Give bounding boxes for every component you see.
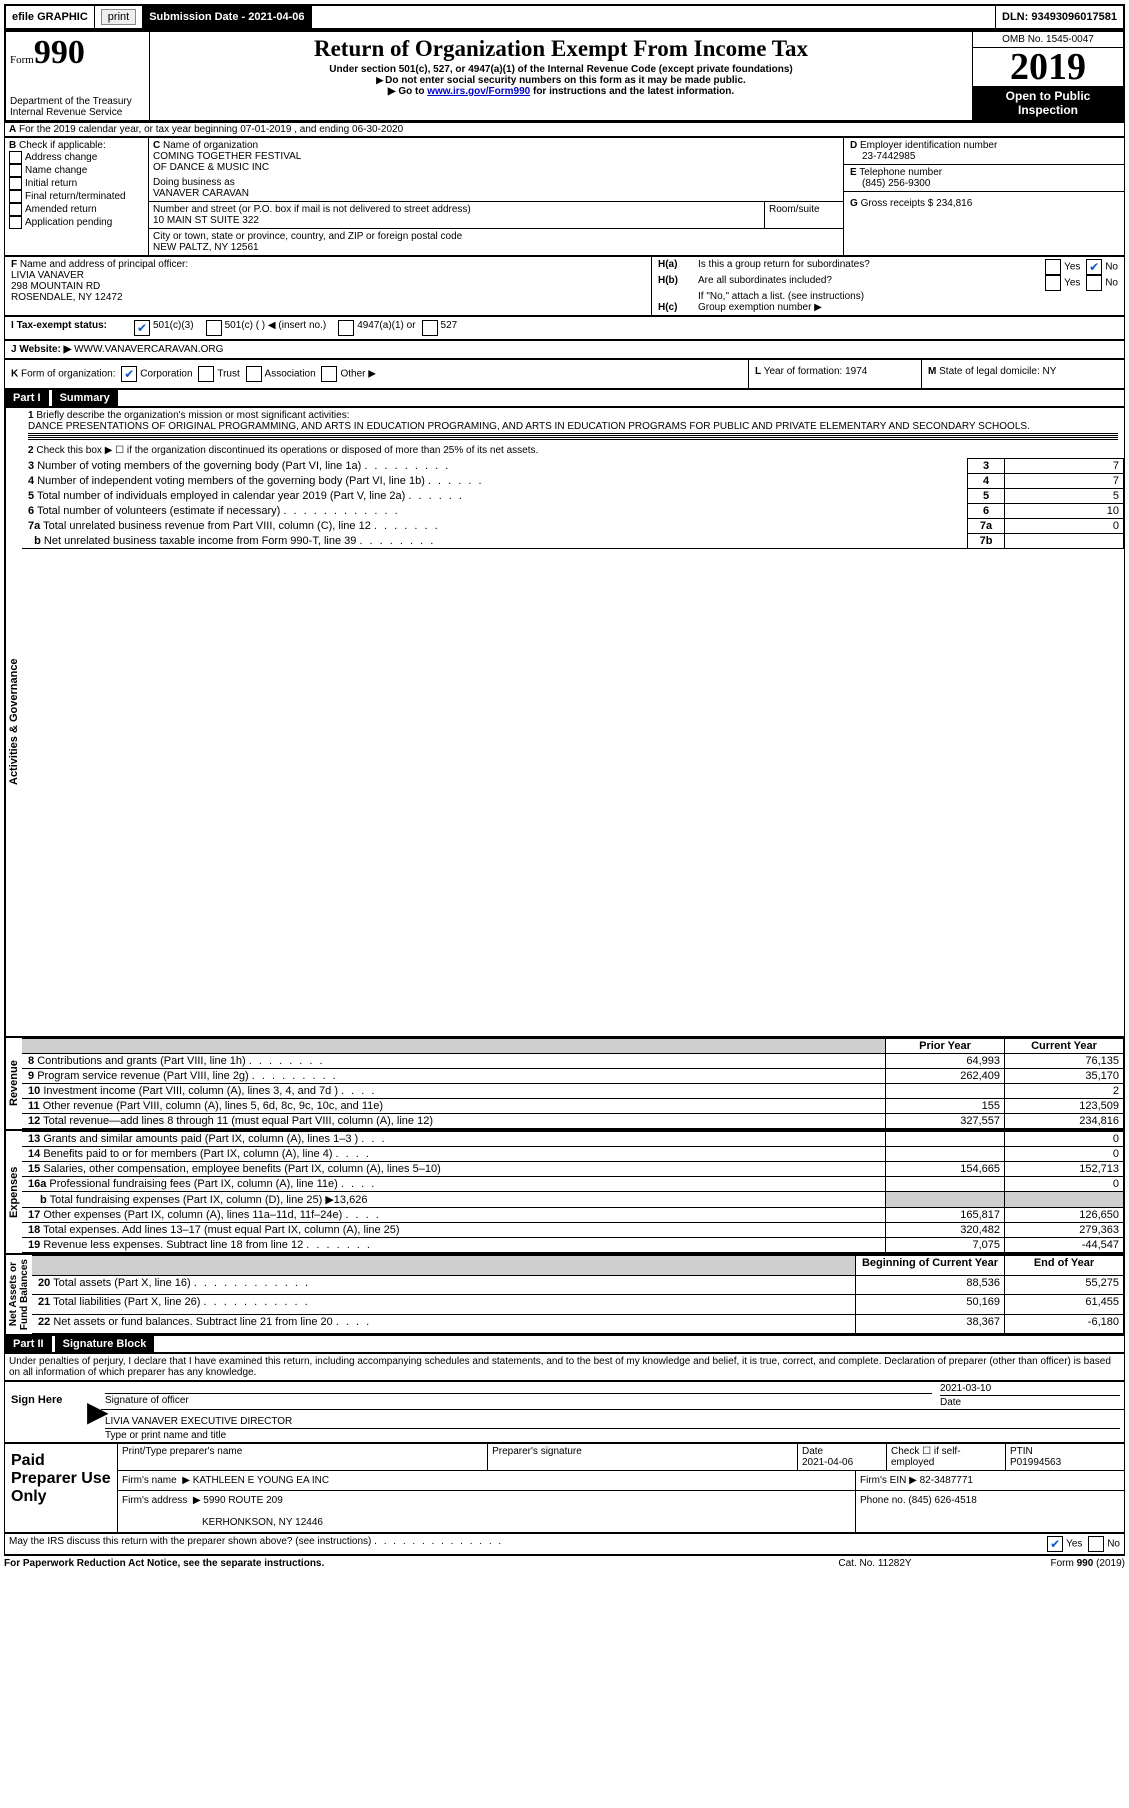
sign-here: Sign Here ▶ Signature of officer 2021-03… xyxy=(4,1381,1125,1443)
expenses-table: 13 Grants and similar amounts paid (Part… xyxy=(22,1131,1124,1253)
box-deg: D Employer identification number23-74429… xyxy=(844,138,1124,255)
period: For the 2019 calendar year, or tax year … xyxy=(19,124,403,135)
perjury: Under penalties of perjury, I declare th… xyxy=(4,1353,1125,1381)
paid-preparer: Paid Preparer Use Only Print/Type prepar… xyxy=(4,1443,1125,1533)
efile-label: efile GRAPHIC xyxy=(6,6,95,28)
dln: DLN: 93493096017581 xyxy=(996,6,1123,28)
discuss: May the IRS discuss this return with the… xyxy=(4,1533,1125,1555)
irs-link[interactable]: www.irs.gov/Form990 xyxy=(427,86,530,97)
box-f: F Name and address of principal officer:… xyxy=(5,257,652,315)
sec-expenses: Expenses xyxy=(5,1131,22,1253)
sec-activities: Activities & Governance xyxy=(5,408,22,1036)
tax-exempt: I Tax-exempt status: ✔501(c)(3) 501(c) (… xyxy=(4,316,1125,340)
header: Form990 Department of the Treasury Inter… xyxy=(4,30,1125,122)
part-1-header: Part I Summary xyxy=(4,389,1125,407)
sec-net: Net Assets orFund Balances xyxy=(5,1255,32,1334)
form-number: Form990 xyxy=(10,34,145,72)
box-b: B Check if applicable: Address change Na… xyxy=(5,138,149,255)
note-goto: ▶ Go to www.irs.gov/Form990 for instruct… xyxy=(152,86,970,97)
box-h: H(a)Is this a group return for subordina… xyxy=(652,257,1124,315)
tax-year: 2019 xyxy=(973,48,1123,86)
top-bar: efile GRAPHIC print Submission Date - 20… xyxy=(4,4,1125,30)
footer: For Paperwork Reduction Act Notice, see … xyxy=(4,1555,1125,1571)
box-klm: K Form of organization: ✔Corporation Tru… xyxy=(4,359,1125,389)
print-button[interactable]: print xyxy=(101,9,136,25)
dept: Department of the Treasury Internal Reve… xyxy=(10,96,145,118)
net-table: Beginning of Current YearEnd of Year 20 … xyxy=(32,1255,1124,1334)
revenue-table: Prior YearCurrent Year 8 Contributions a… xyxy=(22,1038,1124,1129)
note-ssn: Do not enter social security numbers on … xyxy=(152,75,970,86)
part-1-body: Activities & Governance 1 Briefly descri… xyxy=(4,407,1125,1037)
form-title: Return of Organization Exempt From Incom… xyxy=(152,36,970,62)
part-2-header: Part II Signature Block xyxy=(4,1335,1125,1353)
sec-revenue: Revenue xyxy=(5,1038,22,1129)
website: J Website: ▶ WWW.VANAVERCARAVAN.ORG xyxy=(4,340,1125,359)
open-public: Open to Public Inspection xyxy=(973,86,1123,120)
submission-date: Submission Date - 2021-04-06 xyxy=(143,6,311,28)
activities-table: 3 Number of voting members of the govern… xyxy=(22,458,1124,549)
subtitle: Under section 501(c), 527, or 4947(a)(1)… xyxy=(152,64,970,75)
box-c: C Name of organization COMING TOGETHER F… xyxy=(149,138,844,255)
